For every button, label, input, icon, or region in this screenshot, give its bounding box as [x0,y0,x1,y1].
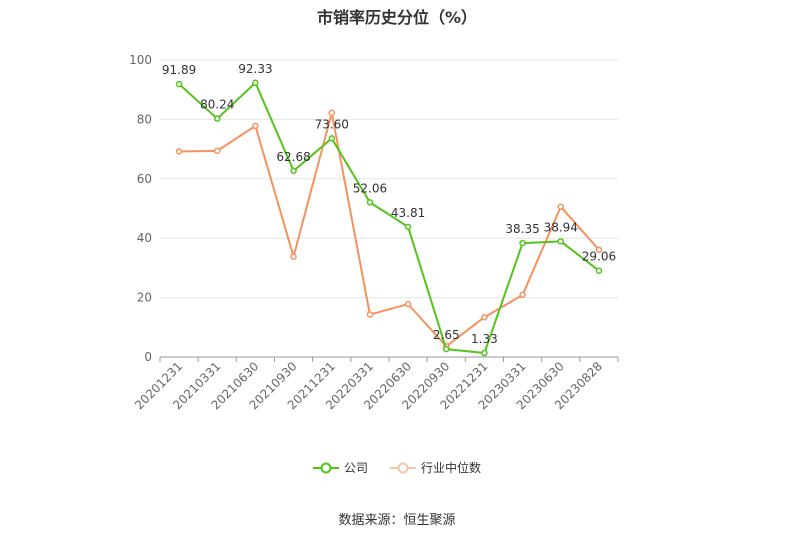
data-point-company [175,80,183,88]
data-label: 2.65 [433,328,460,342]
data-label: 62.68 [276,150,310,164]
data-label: 29.06 [582,250,616,264]
legend-item-industry[interactable]: 行业中位数 [390,459,481,476]
legend-line-icon [312,462,339,473]
data-label: 43.81 [391,206,425,220]
series-line-industry [179,111,600,348]
data-label: 1.33 [471,332,498,346]
data-label: 52.06 [353,181,387,195]
data-labels: 91.89 80.24 92.33 62.68 73.60 52.06 43.81 2.65 1… [162,62,616,346]
data-point-company [443,345,450,353]
y-tick-label: 0 [144,350,152,364]
y-tick-label: 20 [137,291,152,305]
grid-lines [160,59,618,299]
data-label: 80.24 [200,98,234,112]
data-point-industry [366,311,374,318]
data-point-industry [252,122,259,130]
data-label: 73.60 [315,117,349,131]
data-point-company [328,135,335,142]
legend-line-icon [390,462,416,473]
data-point-company [557,238,564,245]
data-point-company [366,199,374,206]
data-point-industry [214,147,221,155]
data-label: 38.94 [544,220,578,234]
data-point-industry [404,300,412,308]
data-point-company [252,79,259,87]
y-tick-label: 60 [137,172,152,186]
data-point-company [481,349,488,357]
data-point-company [519,239,526,247]
data-point-industry [557,203,564,210]
data-point-industry [290,253,297,260]
data-point-company [404,223,412,231]
data-point-industry [328,109,335,117]
data-point-company [214,115,221,122]
y-tick-label: 40 [137,231,152,245]
data-point-industry [595,246,603,254]
data-point-industry [481,313,488,321]
data-point-company [595,267,603,274]
series-line-company [178,81,600,355]
data-point-industry [519,291,526,299]
y-tick-label: 80 [137,112,152,126]
legend-label-industry: 行业中位数 [421,461,482,475]
data-label: 91.89 [162,63,196,77]
legend: 公司 行业中位数 [0,459,794,476]
y-tick-label: 100 [129,53,152,67]
data-label: 38.35 [505,222,539,236]
legend-item-company[interactable]: 公司 [312,459,368,476]
data-label: 92.33 [238,62,272,76]
series-lines [175,79,603,357]
data-point-company [290,167,297,175]
data-source: 数据来源：恒生聚源 [338,513,456,528]
data-point-industry [175,148,183,155]
chart-title: 市销率历史分位（%） [316,8,478,27]
legend-label-company: 公司 [343,461,368,475]
